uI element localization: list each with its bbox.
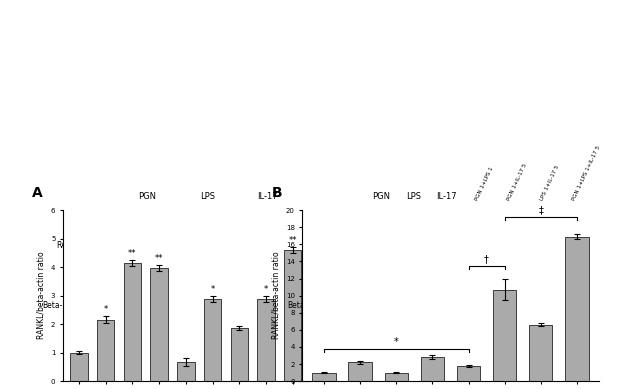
Bar (71, 353, 88, 381)
Ellipse shape (92, 234, 106, 256)
Text: 1: 1 (241, 212, 246, 217)
Ellipse shape (212, 293, 227, 318)
Bar (457, 366, 480, 381)
Ellipse shape (236, 293, 251, 318)
Text: PGN: PGN (372, 192, 390, 201)
Bar (333, 221, 592, 270)
Ellipse shape (469, 293, 488, 318)
Bar (97, 320, 115, 381)
Text: 25: 25 (288, 212, 295, 217)
Ellipse shape (212, 234, 227, 256)
Ellipse shape (566, 234, 586, 256)
Ellipse shape (284, 293, 299, 318)
Text: Nil: Nil (345, 212, 353, 217)
Text: LPS: LPS (200, 192, 215, 201)
Text: B: B (272, 186, 282, 200)
Text: 25: 25 (168, 212, 175, 217)
Ellipse shape (284, 234, 299, 256)
Ellipse shape (404, 293, 423, 318)
Bar (257, 300, 275, 381)
Ellipse shape (116, 234, 130, 256)
Text: 5: 5 (444, 212, 448, 217)
Ellipse shape (260, 234, 275, 256)
Ellipse shape (164, 234, 178, 256)
Bar (312, 373, 336, 381)
Ellipse shape (501, 293, 521, 318)
Bar (333, 283, 592, 328)
Text: **: ** (155, 254, 163, 263)
Text: 1: 1 (121, 212, 125, 217)
Ellipse shape (92, 293, 106, 318)
Text: 10: 10 (215, 212, 223, 217)
Ellipse shape (140, 293, 154, 318)
Bar (421, 357, 444, 381)
Text: *: * (394, 337, 399, 347)
Text: IL-17: IL-17 (257, 192, 278, 201)
Text: 1: 1 (379, 212, 383, 217)
Ellipse shape (188, 293, 202, 318)
Text: **: ** (128, 249, 137, 258)
Bar (87, 283, 304, 328)
Text: RANKL: RANKL (301, 241, 326, 250)
Ellipse shape (469, 234, 488, 256)
Text: IL-17: IL-17 (436, 192, 457, 201)
Text: 5: 5 (266, 212, 270, 217)
Text: 5: 5 (145, 212, 149, 217)
Text: *: * (103, 305, 108, 314)
Text: A: A (32, 186, 42, 200)
Bar (151, 268, 168, 381)
Ellipse shape (501, 234, 521, 256)
Y-axis label: RANKL/beta-actin ratio: RANKL/beta-actin ratio (37, 252, 45, 340)
Text: †: † (484, 254, 489, 265)
Text: Beta-actin: Beta-actin (42, 301, 82, 310)
Bar (384, 373, 408, 381)
Bar (87, 221, 304, 270)
Ellipse shape (116, 293, 130, 318)
Ellipse shape (260, 293, 275, 318)
Text: **: ** (289, 236, 297, 245)
Text: Beta-actin: Beta-actin (287, 301, 326, 310)
Ellipse shape (534, 234, 553, 256)
Text: PGN 1+LPS 1+IL-17 5: PGN 1+LPS 1+IL-17 5 (571, 144, 602, 201)
Bar (348, 363, 372, 381)
Ellipse shape (437, 293, 456, 318)
Text: LPS 1+IL-17 5: LPS 1+IL-17 5 (539, 164, 560, 201)
Bar (123, 263, 141, 381)
Ellipse shape (534, 293, 553, 318)
Bar (493, 290, 517, 381)
Bar (204, 300, 221, 381)
Bar (284, 250, 301, 381)
Text: *: * (210, 285, 215, 294)
Text: 1: 1 (412, 212, 416, 217)
Text: LPS: LPS (406, 192, 421, 201)
Text: PGN 1+IL-17 5: PGN 1+IL-17 5 (507, 162, 528, 201)
Ellipse shape (372, 234, 391, 256)
Ellipse shape (437, 234, 456, 256)
Text: RANKL: RANKL (57, 241, 82, 250)
Bar (231, 328, 248, 381)
Ellipse shape (566, 293, 586, 318)
Text: Nil: Nil (95, 212, 103, 217)
Ellipse shape (164, 293, 178, 318)
Bar (529, 325, 553, 381)
Ellipse shape (188, 234, 202, 256)
Text: PGN 1+LPS 1: PGN 1+LPS 1 (474, 166, 494, 201)
Ellipse shape (372, 293, 391, 318)
Text: ‡: ‡ (538, 206, 543, 216)
Text: 1: 1 (193, 212, 197, 217)
Bar (177, 362, 195, 381)
Text: *: * (264, 285, 268, 294)
Ellipse shape (140, 234, 154, 256)
Text: PGN: PGN (138, 192, 156, 201)
Ellipse shape (339, 234, 358, 256)
Ellipse shape (404, 234, 423, 256)
Bar (565, 237, 588, 381)
Ellipse shape (236, 234, 251, 256)
Y-axis label: RANKL/beta-actin ratio: RANKL/beta-actin ratio (271, 252, 280, 340)
Ellipse shape (339, 293, 358, 318)
